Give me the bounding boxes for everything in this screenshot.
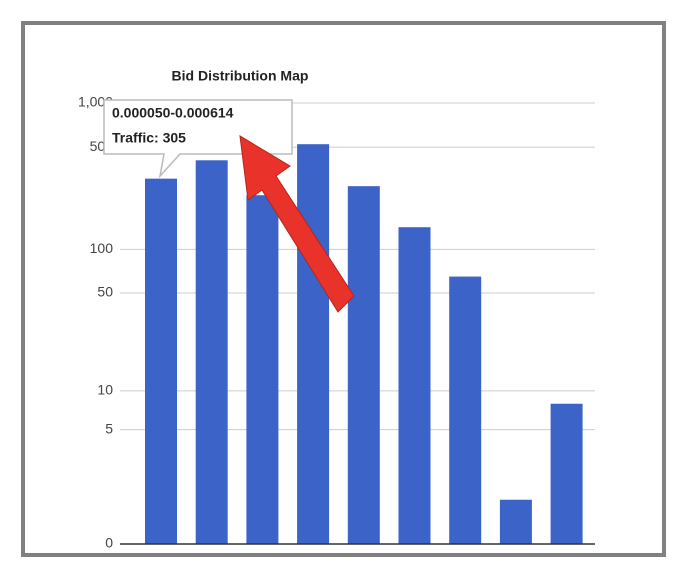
y-tick-label: 10 [97,382,113,398]
tooltip: 0.000050-0.000614 Traffic: 305 [103,99,293,179]
y-tick-label: 0 [105,535,113,551]
y-tick-label: 100 [90,240,114,256]
bar [449,276,482,544]
y-tick-label: 5 [105,420,113,436]
chart-title: Bid Distribution Map [172,68,309,84]
tooltip-text: Traffic: 305 [112,130,186,146]
bar [499,499,532,544]
bar [347,186,380,544]
tooltip-title: 0.000050-0.000614 [112,105,234,121]
y-tick-label: 50 [97,284,113,300]
bar [246,195,279,544]
bar [398,227,431,545]
red-arrow [239,135,355,313]
bar [195,160,228,544]
tooltip-box [103,99,293,179]
bar [297,144,330,544]
bar [550,403,583,544]
bar [145,178,177,545]
